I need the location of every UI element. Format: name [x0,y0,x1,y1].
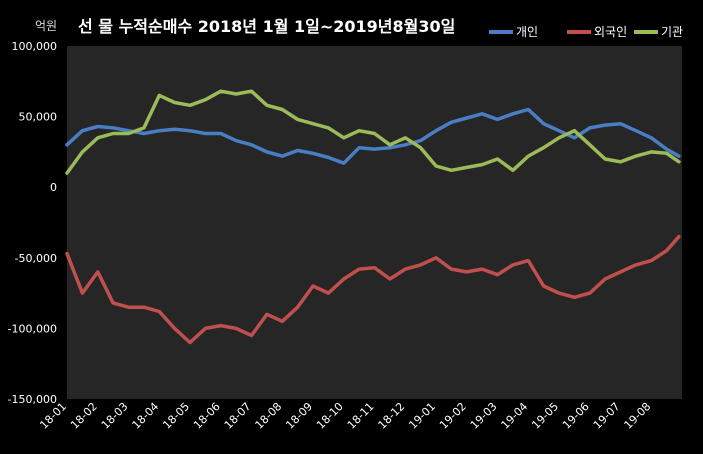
x-tick-label: 18-09 [283,400,315,432]
x-axis: 18-0118-0218-0318-0418-0518-0618-0718-08… [37,400,653,432]
series-line-1 [65,234,681,345]
x-tick-label: 19-04 [499,400,531,432]
legend-label-2: 기관 [661,25,683,39]
legend-label-1: 외국인 [594,25,627,39]
y-unit-label: 억원 [35,19,57,33]
x-tick-label: 18-02 [68,400,100,432]
x-tick-label: 19-02 [437,400,469,432]
y-tick-label: -50,000 [15,252,57,265]
x-tick-label: 18-10 [314,400,346,432]
y-tick-label: -100,000 [8,322,57,335]
chart-title: 선 물 누적순매수 2018년 1월 1일~2019년8월30일 [78,17,455,36]
x-tick-label: 18-12 [376,400,408,432]
x-tick-label: 19-07 [591,400,623,432]
x-tick-label: 18-07 [222,400,254,432]
series-line-2 [65,89,681,175]
x-tick-label: 18-11 [345,400,377,432]
x-tick-label: 19-03 [468,400,500,432]
x-tick-label: 18-08 [253,400,285,432]
y-tick-label: 100,000 [12,40,58,53]
x-tick-label: 19-05 [529,400,561,432]
y-tick-label: 50,000 [19,111,58,124]
plot-background [67,46,682,399]
y-axis: 100,000 50,000 0 -50,000 -100,000 -150,000 [8,40,57,406]
y-tick-label: 0 [50,181,57,194]
legend-label-0: 개인 [516,25,538,39]
legend: 개인 외국인 기관 [489,25,683,39]
x-tick-label: 19-01 [406,400,438,432]
series-lines [65,89,681,345]
x-tick-label: 18-04 [130,400,162,432]
x-tick-label: 18-06 [191,400,223,432]
x-tick-label: 18-03 [99,400,131,432]
x-tick-label: 19-08 [622,400,654,432]
x-tick-label: 18-05 [160,400,192,432]
y-tick-label: -150,000 [8,393,57,406]
x-tick-label: 19-06 [560,400,592,432]
